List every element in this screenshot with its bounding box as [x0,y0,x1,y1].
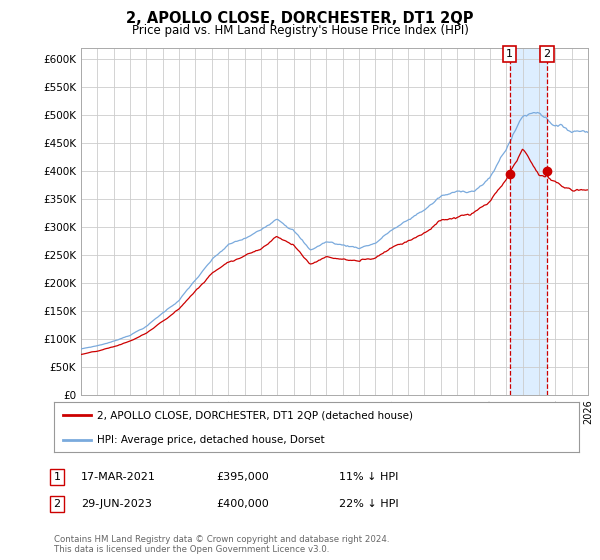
Text: 1: 1 [506,49,513,59]
Text: HPI: Average price, detached house, Dorset: HPI: Average price, detached house, Dors… [97,435,325,445]
Text: £395,000: £395,000 [216,472,269,482]
Text: Price paid vs. HM Land Registry's House Price Index (HPI): Price paid vs. HM Land Registry's House … [131,24,469,36]
Bar [509,48,547,395]
Text: 2, APOLLO CLOSE, DORCHESTER, DT1 2QP: 2, APOLLO CLOSE, DORCHESTER, DT1 2QP [126,11,474,26]
Text: 17-MAR-2021: 17-MAR-2021 [81,472,156,482]
Text: 29-JUN-2023: 29-JUN-2023 [81,499,152,509]
Text: 2: 2 [544,49,551,59]
Text: 11% ↓ HPI: 11% ↓ HPI [339,472,398,482]
Text: £400,000: £400,000 [216,499,269,509]
Text: Contains HM Land Registry data © Crown copyright and database right 2024.
This d: Contains HM Land Registry data © Crown c… [54,535,389,554]
Text: 2, APOLLO CLOSE, DORCHESTER, DT1 2QP (detached house): 2, APOLLO CLOSE, DORCHESTER, DT1 2QP (de… [97,410,413,420]
Text: 1: 1 [53,472,61,482]
Text: 22% ↓ HPI: 22% ↓ HPI [339,499,398,509]
Text: 2: 2 [53,499,61,509]
